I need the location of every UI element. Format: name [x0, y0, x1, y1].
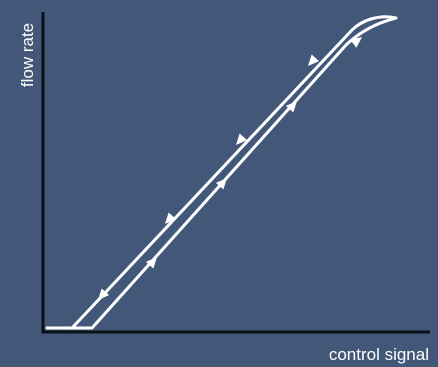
y-axis-label: flow rate	[18, 22, 37, 88]
arrow-down-4	[98, 288, 110, 300]
arrow-down-3	[165, 212, 177, 224]
arrow-down-2	[236, 133, 248, 145]
arrow-down-1	[308, 54, 320, 66]
arrow-up-2	[215, 178, 227, 190]
arrow-up-4	[350, 37, 362, 48]
x-axis-label: control signal	[328, 345, 429, 364]
arrow-up-3	[285, 101, 297, 113]
hysteresis-loop	[45, 15, 398, 330]
arrow-up-1	[145, 257, 157, 269]
